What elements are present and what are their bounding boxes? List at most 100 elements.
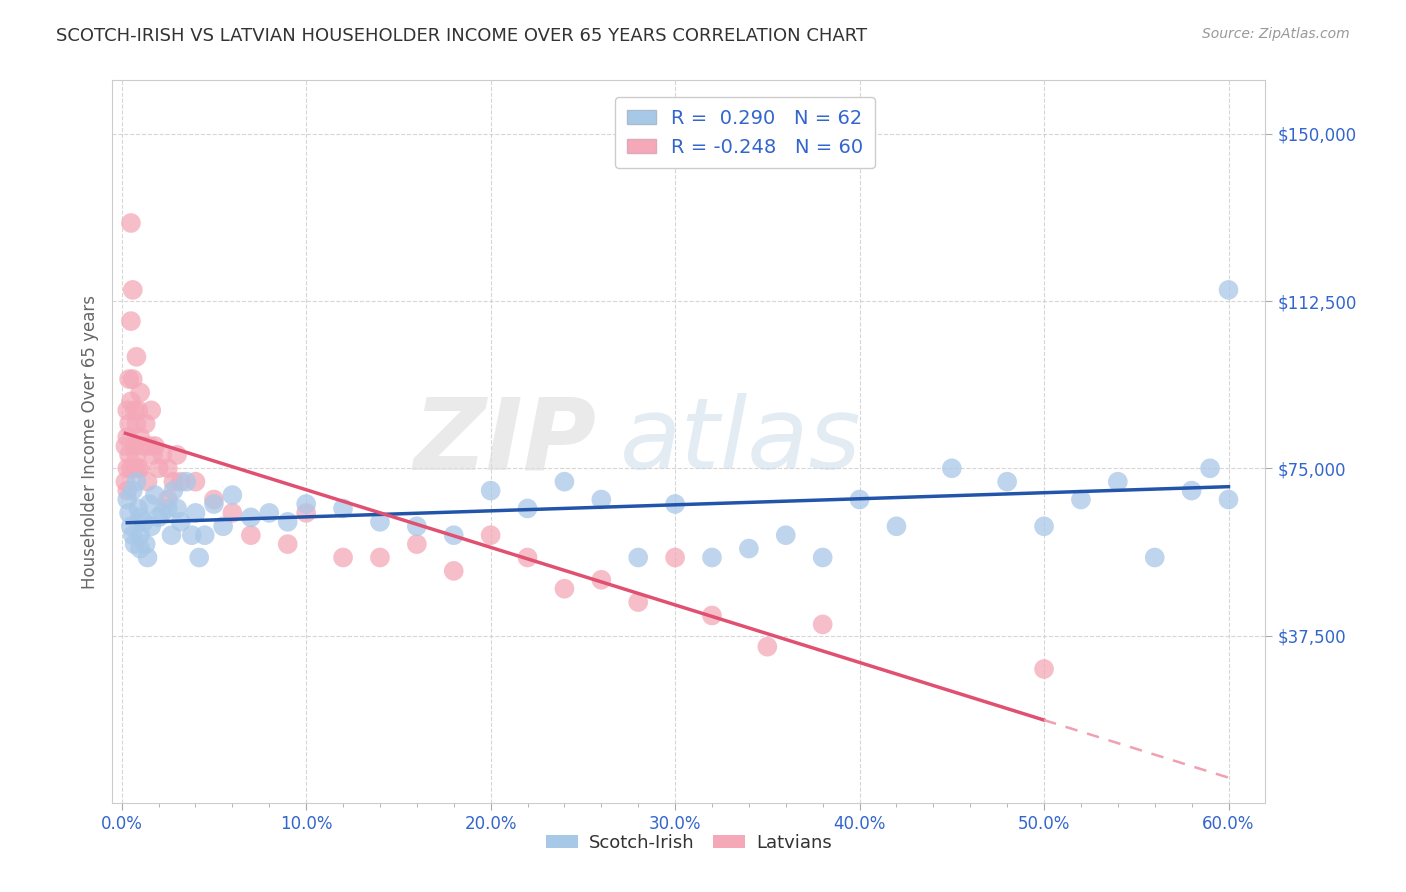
Point (124, 461, 146, 475)
Point (120, 216, 142, 230)
Point (239, 510, 262, 524)
Point (212, 519, 235, 533)
Point (700, 550, 723, 565)
Point (259, 506, 281, 520)
Point (277, 515, 299, 529)
Point (848, 492, 870, 507)
Point (553, 582, 575, 596)
Point (221, 506, 243, 520)
Point (150, 506, 173, 520)
Point (125, 350, 148, 364)
Point (118, 372, 141, 386)
Point (162, 475, 184, 489)
Point (443, 564, 465, 578)
Point (156, 461, 179, 475)
Point (775, 528, 797, 542)
Point (170, 515, 193, 529)
Point (166, 448, 188, 462)
Text: SCOTCH-IRISH VS LATVIAN HOUSEHOLDER INCOME OVER 65 YEARS CORRELATION CHART: SCOTCH-IRISH VS LATVIAN HOUSEHOLDER INCO… (56, 27, 868, 45)
Point (194, 528, 217, 542)
Point (115, 492, 138, 507)
Point (591, 492, 613, 507)
Point (516, 501, 538, 516)
Point (136, 475, 159, 489)
Text: ZIP: ZIP (413, 393, 596, 490)
Point (132, 439, 155, 453)
Point (1143, 550, 1166, 565)
Point (115, 403, 138, 417)
Point (479, 528, 502, 542)
Point (443, 528, 465, 542)
Point (150, 448, 173, 462)
Point (141, 403, 163, 417)
Point (479, 483, 502, 498)
Point (1218, 492, 1240, 507)
Point (125, 417, 148, 431)
Point (129, 430, 152, 444)
Point (115, 461, 138, 475)
Point (129, 510, 152, 524)
Point (124, 403, 146, 417)
Point (516, 550, 538, 565)
Point (127, 403, 149, 417)
Point (138, 497, 160, 511)
Point (170, 475, 193, 489)
Point (1218, 283, 1240, 297)
Point (368, 515, 391, 529)
Point (277, 537, 299, 551)
Point (127, 501, 149, 516)
Point (160, 528, 183, 542)
Point (120, 394, 142, 409)
Point (886, 519, 908, 533)
Point (1033, 519, 1056, 533)
Point (121, 372, 143, 386)
Point (124, 439, 146, 453)
Point (138, 439, 160, 453)
Point (120, 314, 142, 328)
Point (148, 510, 170, 524)
Point (125, 448, 148, 462)
Point (811, 550, 834, 565)
Point (368, 550, 391, 565)
Point (114, 475, 136, 489)
Point (124, 537, 146, 551)
Point (129, 528, 152, 542)
Point (664, 497, 686, 511)
Point (135, 537, 157, 551)
Point (121, 528, 143, 542)
Point (180, 528, 202, 542)
Point (1107, 475, 1129, 489)
Point (114, 439, 136, 453)
Point (129, 385, 152, 400)
Point (202, 497, 225, 511)
Point (221, 488, 243, 502)
Point (332, 550, 354, 565)
Point (115, 430, 138, 444)
Point (664, 550, 686, 565)
Point (1181, 483, 1204, 498)
Point (553, 475, 575, 489)
Point (132, 515, 155, 529)
Point (136, 550, 159, 565)
Point (129, 461, 152, 475)
Point (120, 519, 142, 533)
Point (129, 541, 152, 556)
Text: atlas: atlas (620, 393, 862, 490)
Point (405, 537, 427, 551)
Point (332, 501, 354, 516)
Point (118, 417, 141, 431)
Point (756, 640, 779, 654)
Point (941, 461, 963, 475)
Point (627, 550, 650, 565)
Point (142, 448, 165, 462)
Point (184, 475, 207, 489)
Point (295, 506, 318, 520)
Point (295, 497, 318, 511)
Point (1199, 461, 1222, 475)
Legend: Scotch-Irish, Latvians: Scotch-Irish, Latvians (538, 826, 839, 859)
Point (1070, 492, 1092, 507)
Point (627, 595, 650, 609)
Point (239, 528, 262, 542)
Point (141, 519, 163, 533)
Point (174, 475, 197, 489)
